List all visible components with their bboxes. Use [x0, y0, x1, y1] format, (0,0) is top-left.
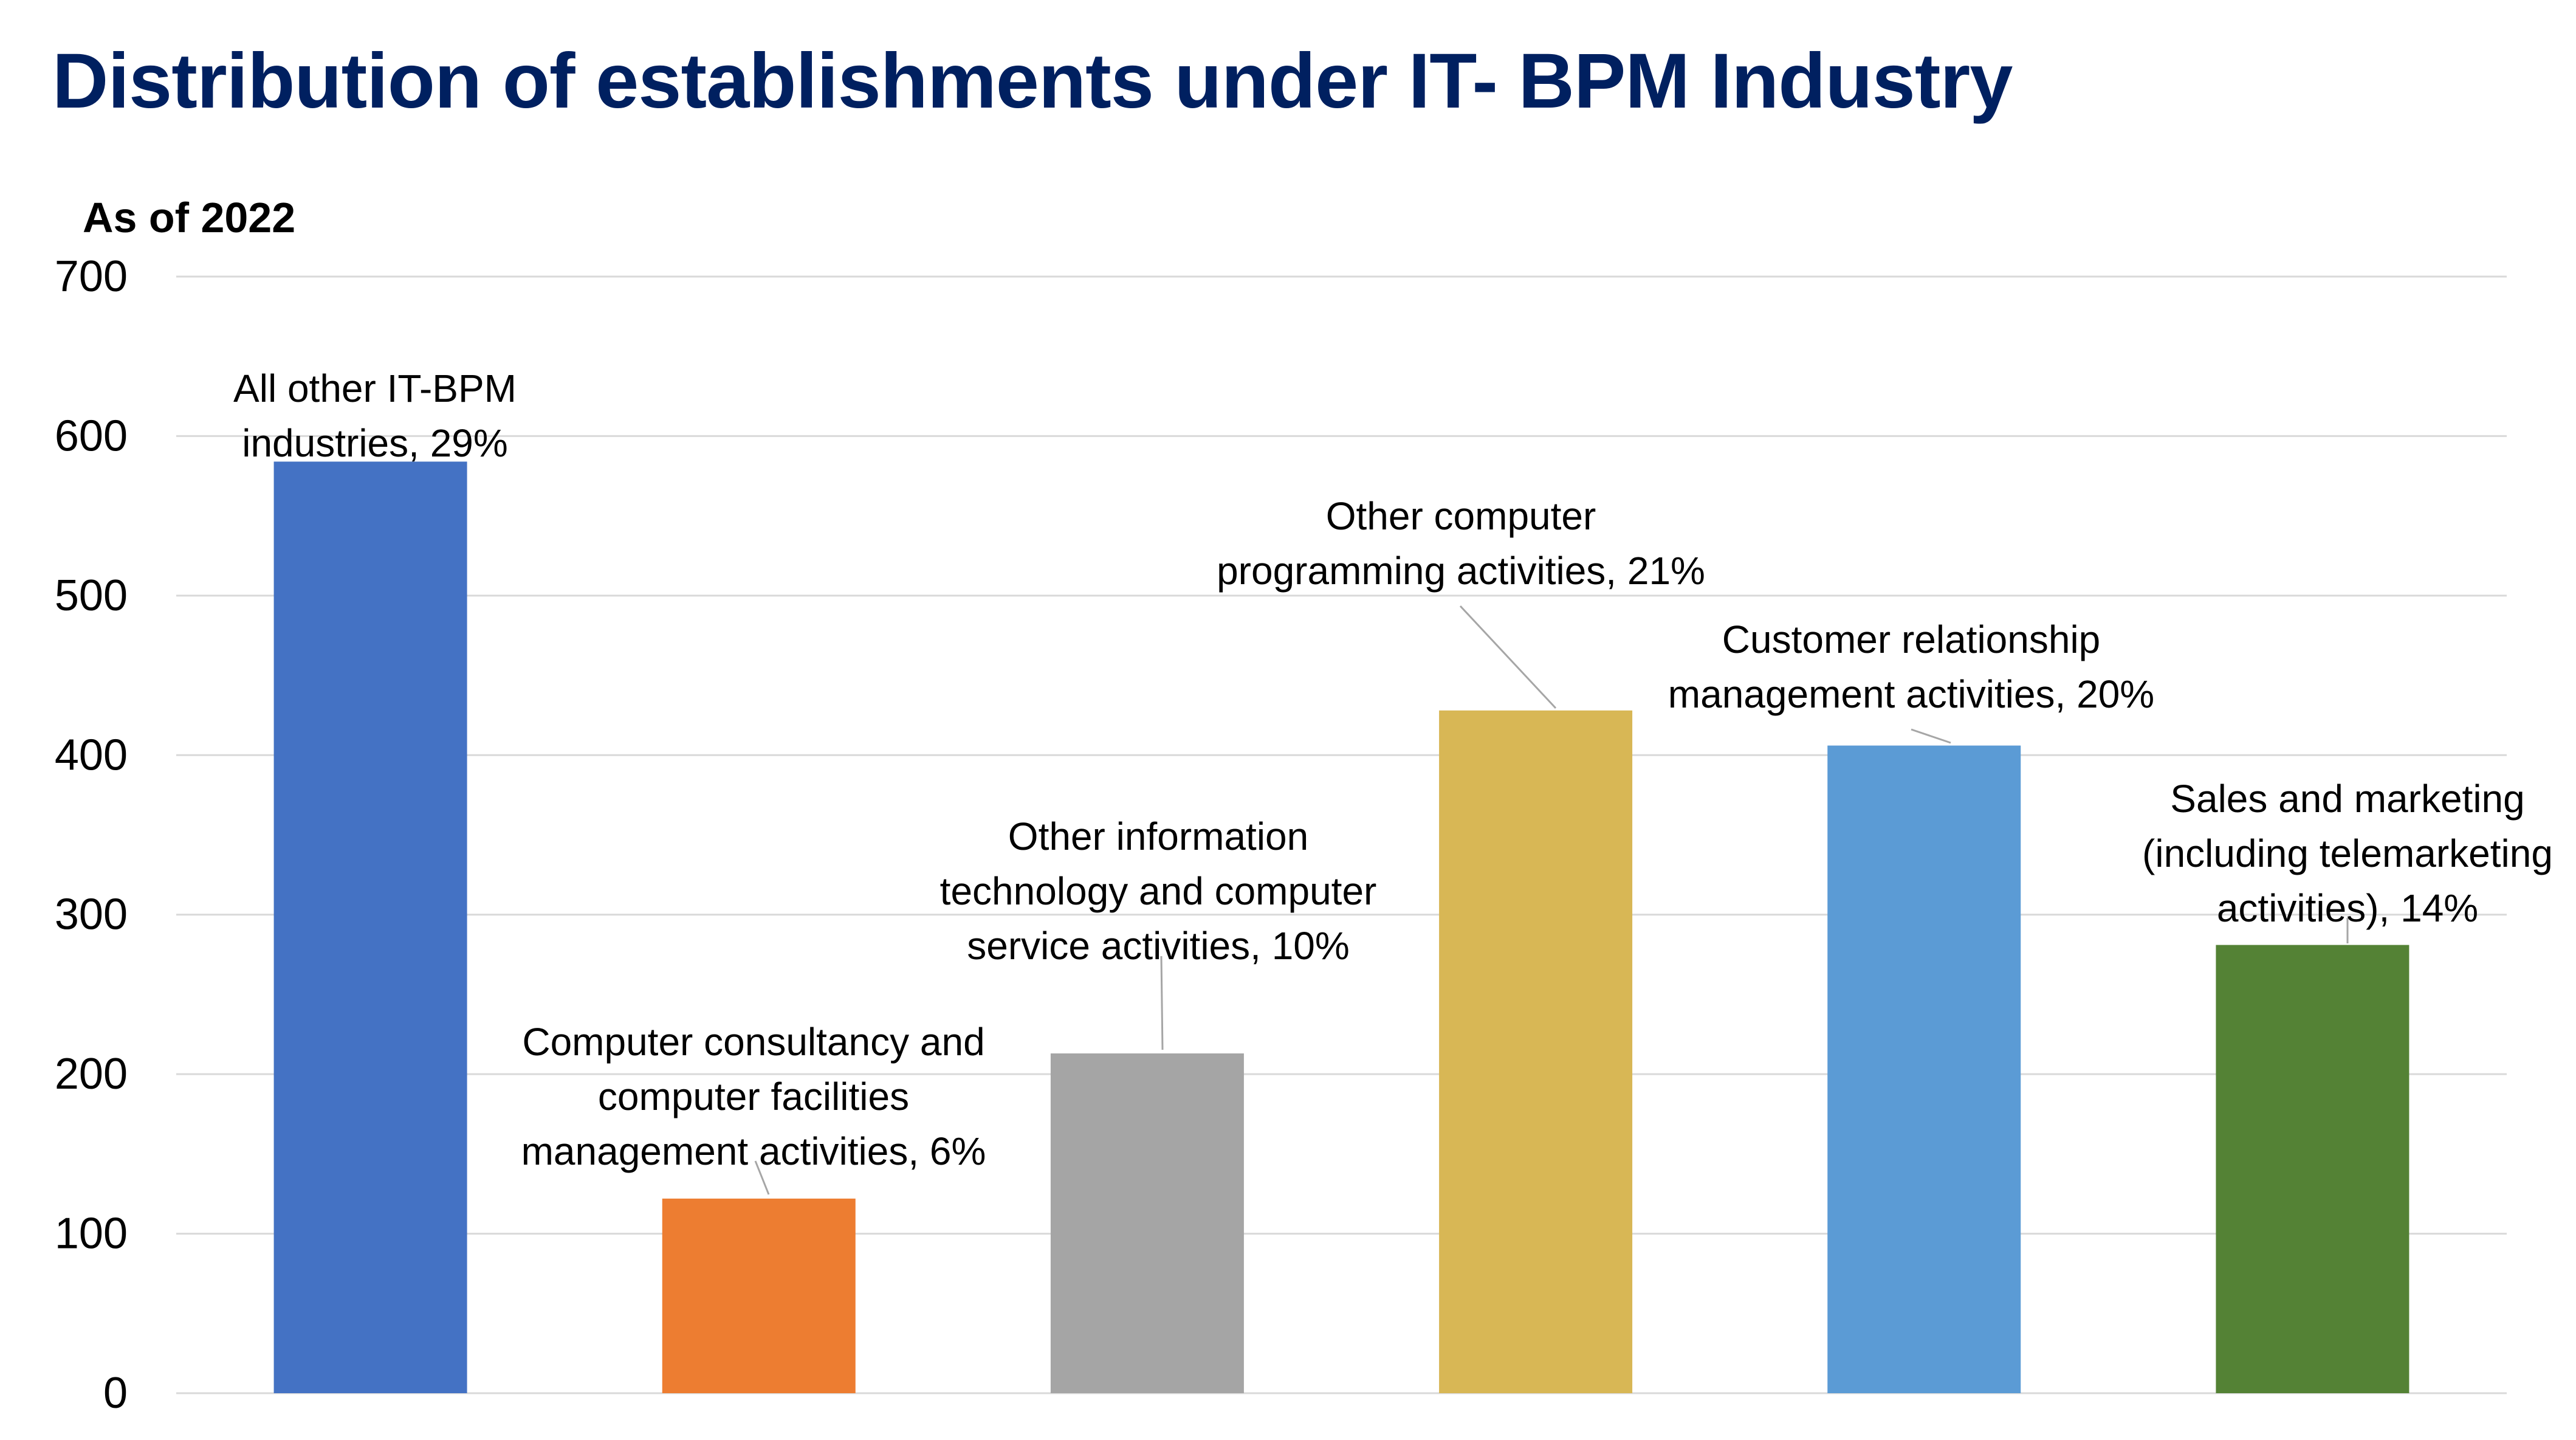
data-label-2-line-2: computer facilities — [598, 1075, 909, 1118]
bar-1 — [273, 461, 467, 1393]
y-tick-label: 400 — [55, 731, 128, 779]
leader-line — [1459, 605, 1557, 709]
data-label-2-line-3: management activities, 6% — [521, 1129, 986, 1173]
data-label-3-line-2: technology and computer — [940, 869, 1377, 913]
data-label-3-line-1: Other information — [1008, 815, 1308, 858]
y-axis-ticks: 0 100 200 300 400 500 600 700 — [55, 252, 128, 1418]
bars — [273, 461, 2409, 1393]
y-tick-label: 100 — [55, 1210, 128, 1258]
data-label-4-line-1: Other computer — [1326, 494, 1596, 538]
bar-2 — [662, 1198, 856, 1393]
leader-lines — [754, 605, 2349, 1195]
data-label-5-line-2: management activities, 20% — [1668, 672, 2154, 716]
data-label-4-line-2: programming activities, 21% — [1217, 549, 1705, 593]
y-tick-label: 0 — [103, 1369, 128, 1418]
data-label-1-line-1: All other IT-BPM — [233, 367, 517, 410]
gridlines — [176, 275, 2507, 1394]
data-label-5-line-1: Customer relationship — [1722, 618, 2101, 661]
y-tick-label: 500 — [55, 571, 128, 620]
bar-3 — [1050, 1053, 1244, 1393]
y-tick-label: 700 — [55, 252, 128, 301]
y-tick-label: 300 — [55, 891, 128, 939]
data-label-2-line-1: Computer consultancy and — [522, 1020, 984, 1064]
data-label-3-line-3: service activities, 10% — [967, 924, 1350, 968]
bar-4 — [1439, 710, 1633, 1393]
data-label-6-line-3: activities), 14% — [2217, 886, 2478, 930]
y-tick-label: 600 — [55, 412, 128, 460]
chart-title: Distribution of establishments under IT-… — [52, 38, 2013, 125]
chart-subtitle: As of 2022 — [83, 194, 296, 241]
bar-6 — [2216, 945, 2409, 1393]
bar-5 — [1827, 745, 2021, 1393]
leader-line — [754, 1160, 770, 1195]
data-label-1-line-2: industries, 29% — [242, 421, 508, 465]
data-labels: All other IT-BPM industries, 29% Computer … — [233, 367, 2553, 1173]
leader-line — [1911, 728, 1951, 744]
y-tick-label: 200 — [55, 1050, 128, 1098]
data-label-6-line-1: Sales and marketing — [2170, 777, 2524, 821]
leader-line — [1160, 956, 1164, 1050]
data-label-6-line-2: (including telemarketing — [2142, 832, 2553, 875]
